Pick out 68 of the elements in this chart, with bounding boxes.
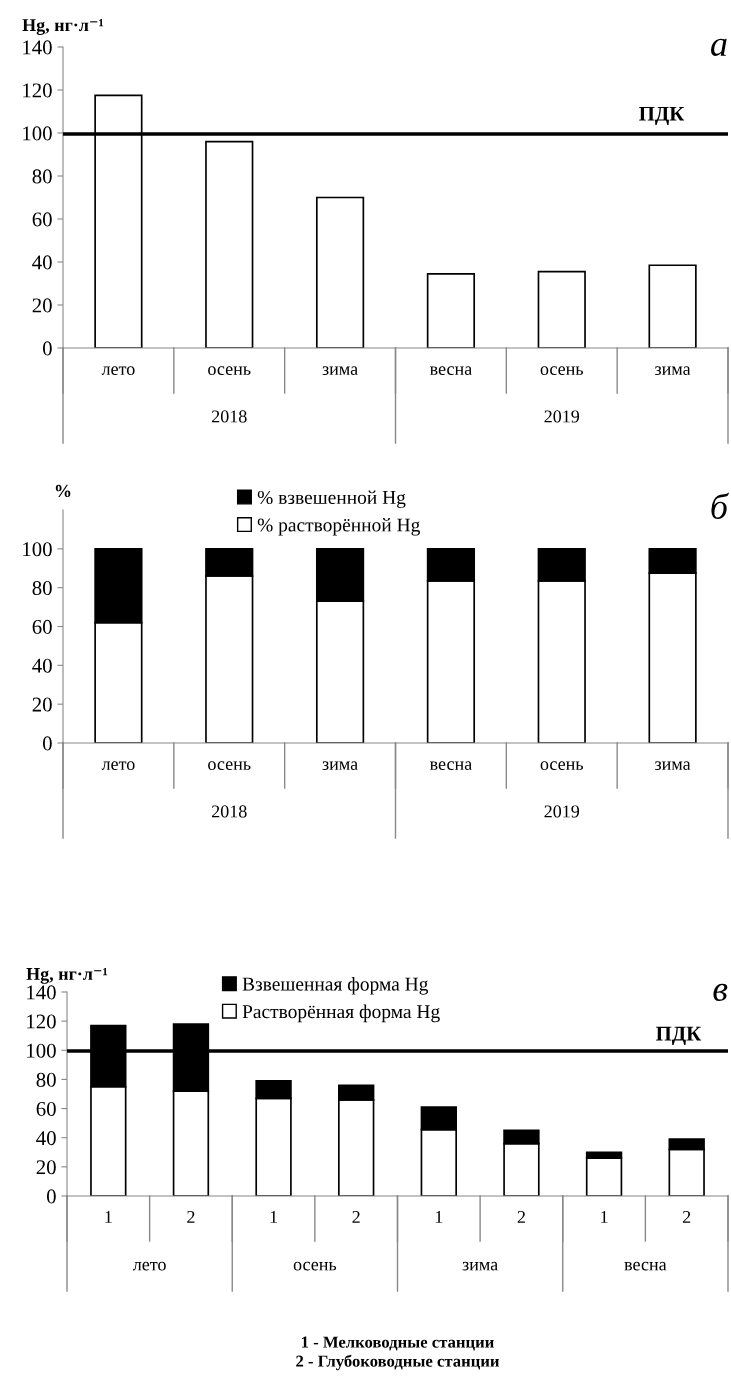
text: осень bbox=[293, 1261, 337, 1271]
legend-label: Растворённая форма Hg bbox=[242, 1004, 440, 1023]
y-axis-title: % bbox=[55, 484, 71, 498]
y-tick-label: 80 bbox=[32, 581, 52, 596]
y-tick-label: 20 bbox=[32, 298, 52, 313]
y-tick-label: 0 bbox=[42, 341, 52, 356]
bar bbox=[426, 272, 476, 348]
y-axis-title: Hg, нг·л⁻¹ bbox=[22, 19, 104, 35]
y-tick-label: 40 bbox=[36, 1131, 56, 1146]
x-tick-label: зима bbox=[322, 761, 358, 771]
text: 2019 bbox=[544, 410, 580, 423]
y-tick-label: 80 bbox=[36, 1072, 56, 1087]
text: 2019 bbox=[544, 805, 580, 818]
x-tick-label: 1 bbox=[270, 1210, 277, 1223]
x-tick-label: лето bbox=[101, 761, 135, 771]
x-tick-label: осень bbox=[540, 761, 584, 771]
y-tick-label: 100 bbox=[23, 542, 52, 557]
legend-label: % растворённой Hg bbox=[257, 518, 420, 536]
text: лето bbox=[132, 1261, 166, 1271]
x-tick-label: 2 bbox=[187, 1210, 195, 1223]
y-tick-label: 60 bbox=[36, 1101, 56, 1116]
x-tick-label: осень bbox=[540, 366, 584, 376]
chart-title: б bbox=[711, 492, 729, 520]
x-tick-label: 2 bbox=[517, 1210, 525, 1223]
bar bbox=[315, 196, 365, 348]
y-tick-label: 100 bbox=[23, 126, 52, 141]
x-tick-label: осень bbox=[208, 761, 251, 771]
y-tick-label: 40 bbox=[32, 255, 52, 270]
y-tick-label: 120 bbox=[23, 83, 52, 98]
x-tick-label: зима bbox=[322, 366, 358, 376]
y-tick-label: 80 bbox=[32, 169, 52, 184]
chart-title: а bbox=[711, 38, 727, 57]
text: 2018 bbox=[211, 410, 247, 423]
y-tick-label: 140 bbox=[27, 985, 56, 1000]
legend-label: % взвешенной Hg bbox=[257, 490, 406, 509]
text: зима bbox=[462, 1261, 498, 1271]
x-axis-title: 1 - Мелководные станции 2 - Глубоководные станции bbox=[296, 1336, 500, 1371]
x-tick-label: 1 bbox=[105, 1210, 112, 1223]
x-tick-label: 1 bbox=[601, 1210, 608, 1223]
y-tick-label: 100 bbox=[27, 1043, 56, 1058]
y-tick-label: 140 bbox=[23, 40, 52, 55]
y-tick-label: 60 bbox=[32, 212, 52, 227]
y-tick-label: 120 bbox=[27, 1014, 56, 1029]
x-tick-label: весна bbox=[429, 761, 472, 771]
x-tick-label: зима bbox=[655, 761, 691, 771]
y-tick-label: 0 bbox=[42, 736, 52, 751]
y-tick-label: 0 bbox=[46, 1189, 56, 1204]
ref-line-label: ПДК bbox=[639, 106, 685, 126]
text: весна bbox=[624, 1261, 667, 1271]
x-tick-label: весна bbox=[429, 366, 472, 376]
x-tick-label: 1 bbox=[435, 1210, 443, 1223]
x-tick-label: лето bbox=[101, 366, 135, 376]
x-tick-label: зима bbox=[655, 366, 691, 376]
x-tick-label: 2 bbox=[682, 1210, 691, 1223]
y-tick-label: 20 bbox=[36, 1160, 56, 1175]
chart-title: в bbox=[713, 983, 728, 1002]
ref-line-label: ПДК bbox=[656, 1026, 702, 1045]
bar bbox=[205, 140, 254, 348]
y-tick-label: 40 bbox=[32, 658, 52, 673]
y-axis-title: Hg, нг·л⁻¹ bbox=[26, 967, 108, 984]
bar bbox=[537, 270, 586, 348]
bar bbox=[648, 264, 697, 348]
y-tick-label: 60 bbox=[32, 619, 52, 634]
legend-label: Взвешенная форма Hg bbox=[242, 976, 429, 995]
x-tick-label: 2 bbox=[352, 1210, 360, 1223]
text: 2018 bbox=[211, 805, 247, 818]
y-tick-label: 20 bbox=[32, 697, 52, 712]
x-tick-label: осень bbox=[208, 366, 251, 376]
